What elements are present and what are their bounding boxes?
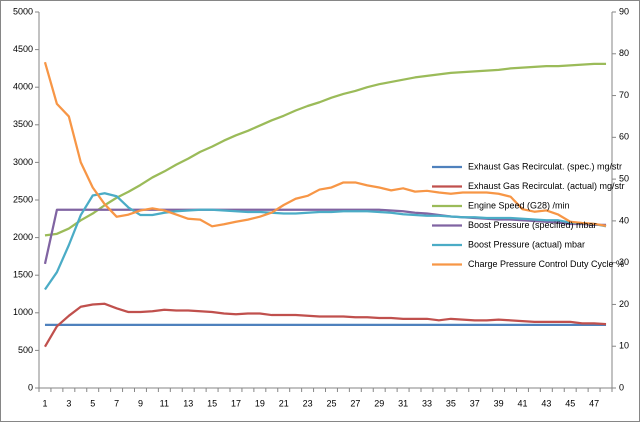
y2-tick-label: 10: [619, 341, 629, 351]
x-tick-label: 17: [231, 398, 241, 408]
y-tick-label: 2000: [13, 232, 33, 242]
y2-tick-label: 40: [619, 215, 629, 225]
x-tick-label: 29: [374, 398, 384, 408]
x-tick-label: 45: [565, 398, 575, 408]
x-tick-label: 13: [183, 398, 193, 408]
y-tick-label: 4000: [13, 82, 33, 92]
x-tick-label: 27: [350, 398, 360, 408]
series-line: [44, 192, 607, 291]
y2-tick-label: 30: [619, 257, 629, 267]
x-tick-label: 15: [207, 398, 217, 408]
y-tick-label: 1000: [13, 307, 33, 317]
legend-label: Charge Pressure Control Duty Cycle %: [468, 259, 624, 269]
y2-tick-label: 70: [619, 90, 629, 100]
y2-tick-label: 20: [619, 299, 629, 309]
legend-label: Boost Pressure (actual) mbar: [468, 239, 585, 249]
x-tick-label: 1: [42, 398, 47, 408]
y2-tick-label: 0: [619, 382, 624, 392]
y-tick-label: 500: [18, 345, 33, 355]
y2-tick-label: 90: [619, 6, 629, 16]
x-tick-label: 21: [279, 398, 289, 408]
legend-label: Exhaust Gas Recirculat. (spec.) mg/str: [468, 161, 622, 171]
x-tick-label: 3: [66, 398, 71, 408]
y2-tick-label: 80: [619, 48, 629, 58]
y-tick-label: 1500: [13, 270, 33, 280]
x-tick-label: 23: [303, 398, 313, 408]
y2-tick-label: 50: [619, 173, 629, 183]
x-tick-label: 43: [541, 398, 551, 408]
y-tick-label: 0: [28, 382, 33, 392]
series-line: [44, 62, 607, 237]
y-tick-label: 3500: [13, 119, 33, 129]
series-line: [43, 61, 607, 228]
x-tick-label: 33: [422, 398, 432, 408]
x-tick-label: 39: [494, 398, 504, 408]
x-tick-label: 19: [255, 398, 265, 408]
legend-label: Engine Speed (G28) /min: [468, 200, 570, 210]
x-tick-label: 9: [138, 398, 143, 408]
x-tick-label: 35: [446, 398, 456, 408]
y2-tick-label: 60: [619, 132, 629, 142]
y-tick-label: 3000: [13, 157, 33, 167]
legend-label: Exhaust Gas Recirculat. (actual) mg/str: [468, 181, 625, 191]
y-tick-label: 5000: [13, 6, 33, 16]
series-line: [44, 302, 607, 348]
x-tick-label: 47: [589, 398, 599, 408]
x-tick-label: 11: [160, 398, 169, 408]
x-tick-label: 41: [517, 398, 527, 408]
y-tick-label: 2500: [13, 194, 33, 204]
x-tick-label: 37: [470, 398, 480, 408]
x-tick-label: 5: [90, 398, 95, 408]
x-tick-label: 25: [326, 398, 336, 408]
legend-label: Boost Pressure (specified) mbar: [468, 220, 597, 230]
x-tick-label: 7: [114, 398, 119, 408]
series-line: [43, 208, 607, 265]
x-tick-label: 31: [398, 398, 408, 408]
y-tick-label: 4500: [13, 44, 33, 54]
